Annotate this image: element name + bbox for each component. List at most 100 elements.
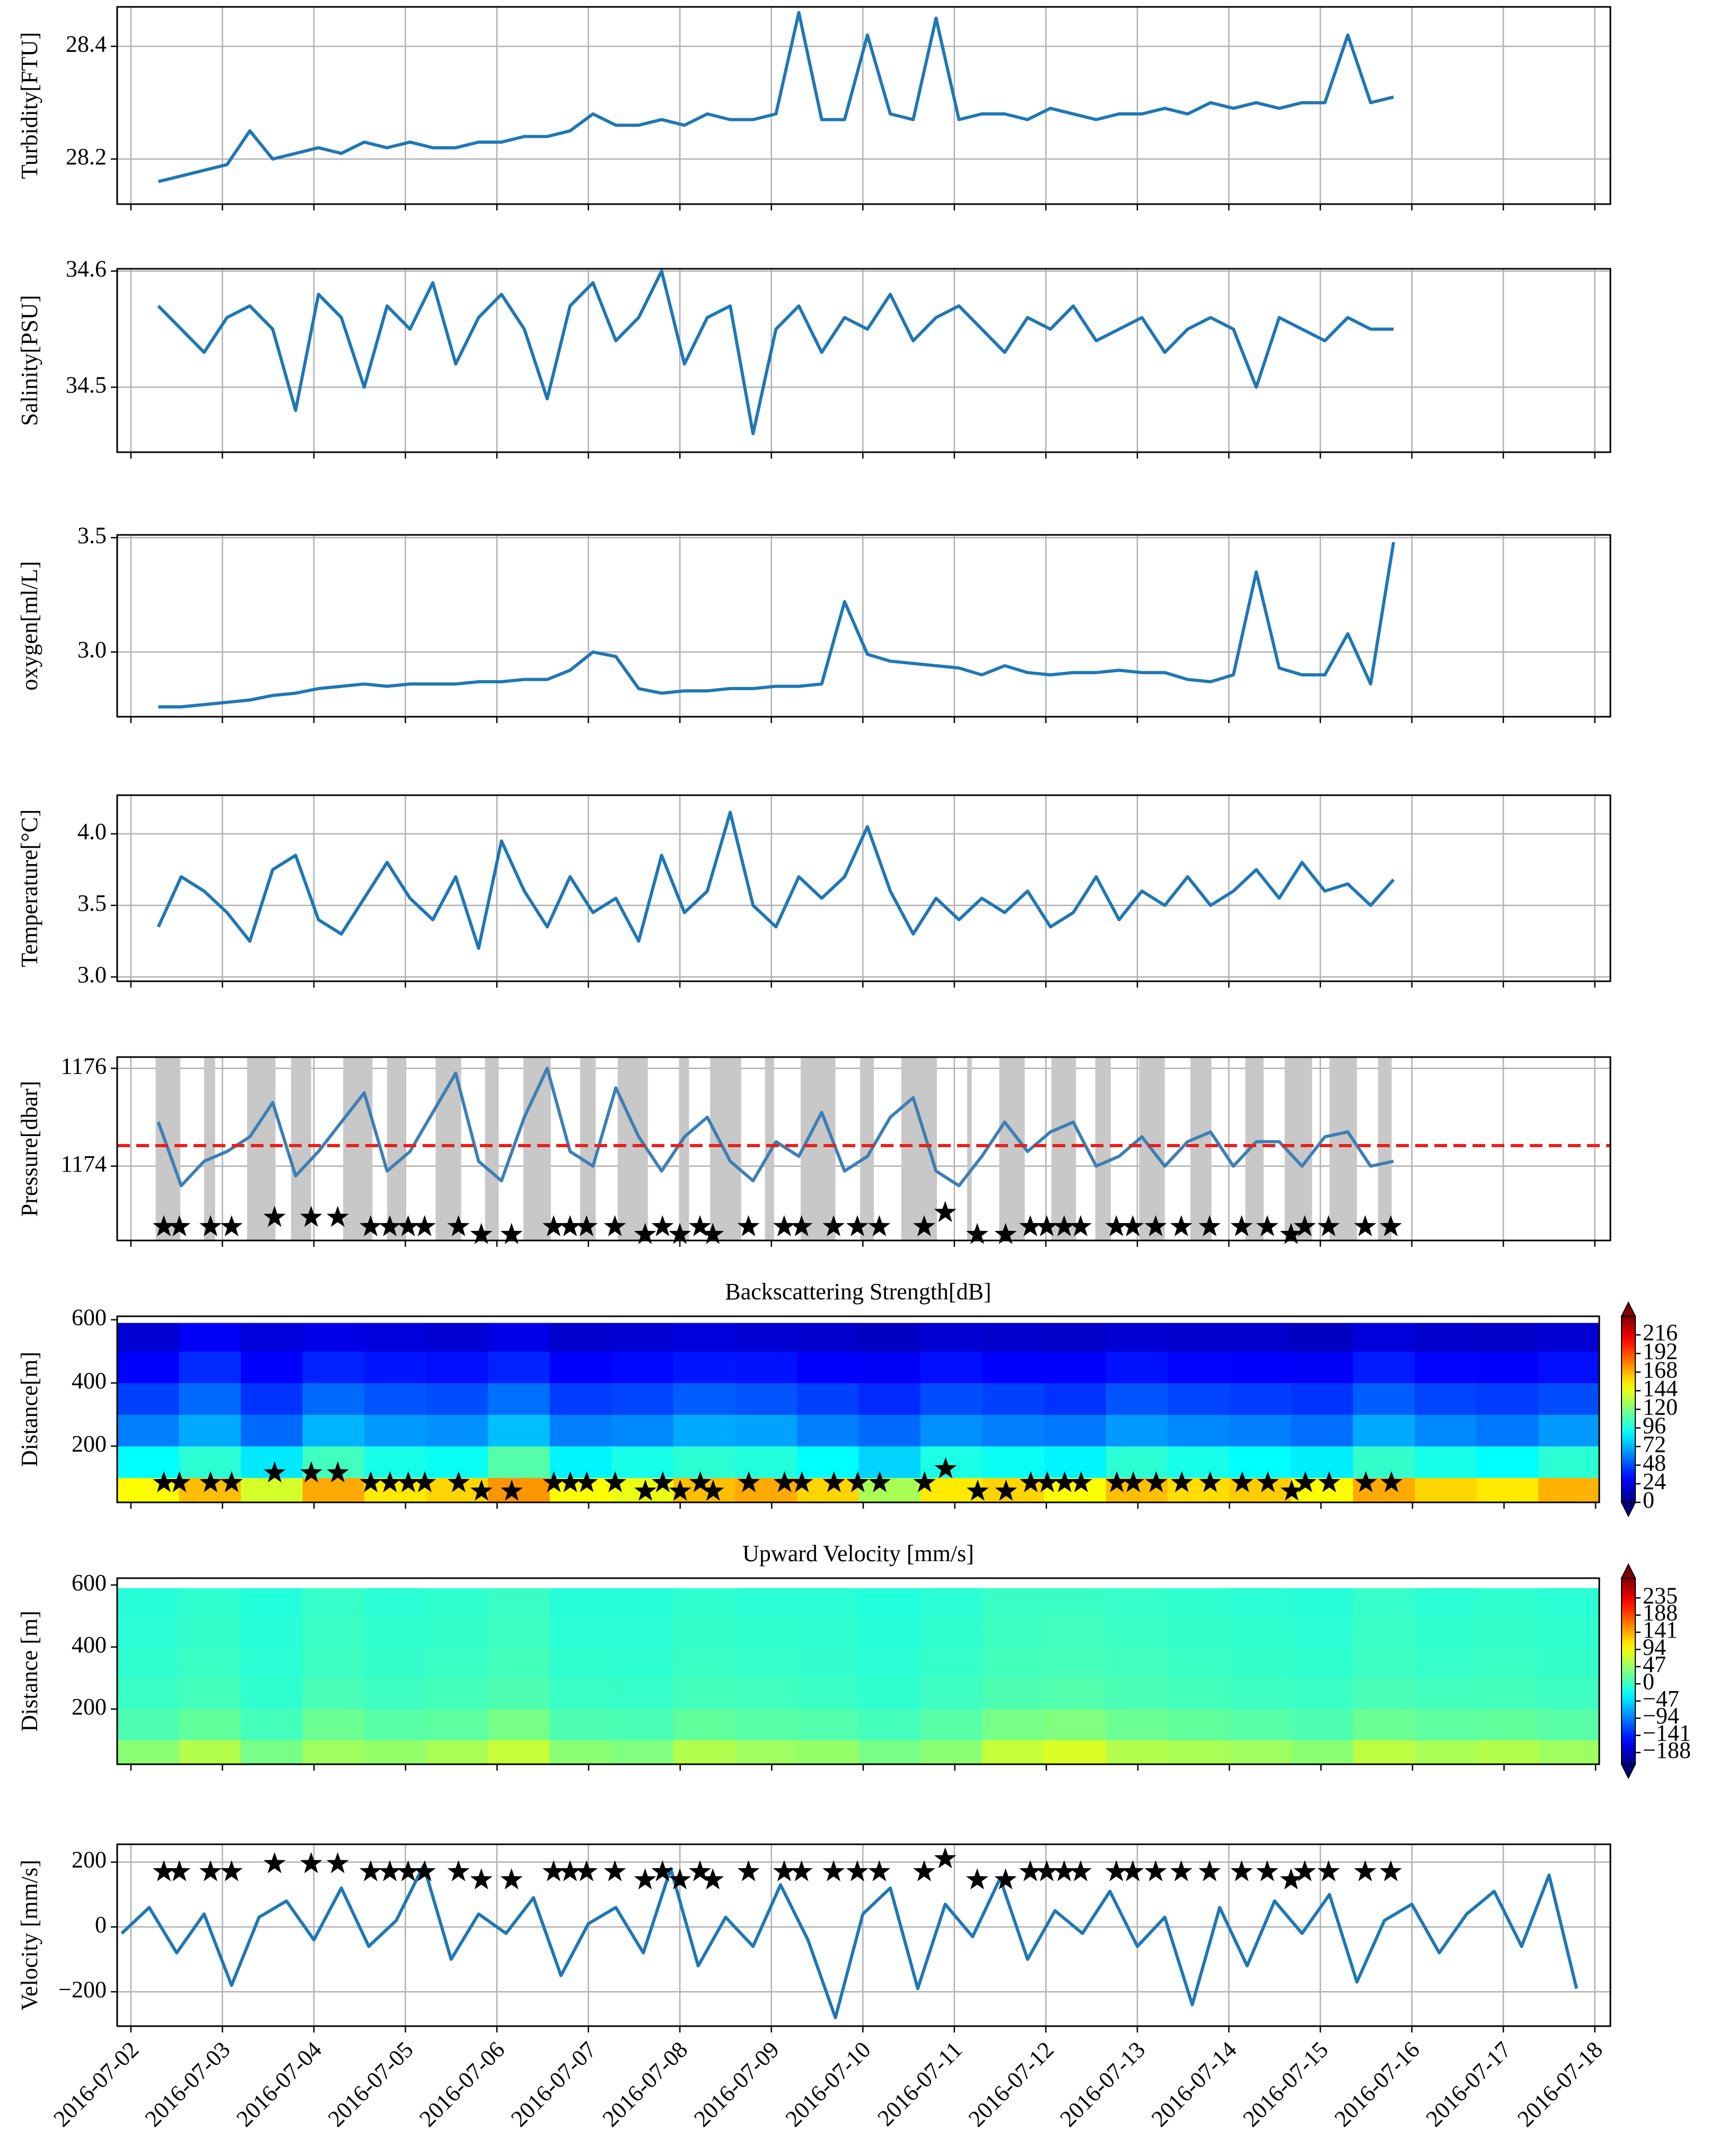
heat-cell [1415, 1383, 1477, 1415]
heat-cell [488, 1678, 550, 1710]
heat-cell [796, 1709, 859, 1740]
heat-cell [549, 1588, 612, 1616]
heat-cell [488, 1383, 550, 1415]
colorbar-tick-label: −47 [1643, 1686, 1679, 1712]
heat-cell [982, 1678, 1045, 1710]
heat-cell [1168, 1446, 1230, 1479]
heat-cell [920, 1678, 983, 1710]
shaded-span [1190, 1057, 1212, 1240]
heat-cell [735, 1351, 797, 1384]
shaded-span [710, 1057, 741, 1240]
heat-cell [426, 1351, 488, 1384]
star-marker [1279, 1222, 1302, 1244]
heat-cell [549, 1740, 612, 1764]
chart-title: Backscattering Strength[dB] [725, 1279, 991, 1305]
star-marker [559, 1860, 581, 1881]
heat-cell [549, 1446, 612, 1479]
heat-cell [1106, 1323, 1168, 1352]
star-marker [397, 1215, 419, 1236]
star-marker [634, 1480, 656, 1501]
heat-cell [1538, 1383, 1599, 1415]
heat-cell [179, 1740, 241, 1764]
star-marker [1070, 1471, 1092, 1492]
axes-frame [116, 6, 1611, 205]
star-marker [773, 1471, 796, 1492]
heat-cell [549, 1383, 612, 1415]
star-marker [868, 1215, 891, 1236]
y-axis-label: Velocity [mm/s] [16, 1860, 42, 2011]
heat-cell [1291, 1414, 1354, 1447]
heat-cell [982, 1588, 1045, 1616]
star-marker [669, 1222, 691, 1244]
colorbar-extend-top [1620, 1301, 1636, 1317]
star-marker [1199, 1471, 1222, 1492]
heat-cell [117, 1588, 180, 1616]
x-tick-label: 2016-07-03 [140, 2037, 235, 2132]
x-tick-label: 2016-07-07 [506, 2037, 601, 2132]
heat-cell [673, 1616, 735, 1648]
heat-cell [1291, 1740, 1354, 1764]
star-marker [634, 1868, 656, 1890]
star-marker [500, 1868, 523, 1890]
heat-cell [117, 1678, 180, 1710]
star-marker [966, 1222, 988, 1244]
heat-cell [179, 1709, 241, 1740]
axes-frame [116, 1577, 1600, 1765]
colorbar-tick-label: 47 [1643, 1651, 1666, 1677]
star-marker [994, 1868, 1017, 1890]
data-line [158, 542, 1396, 709]
heat-cell [1229, 1351, 1292, 1384]
star-marker [603, 1215, 626, 1236]
star-marker [1230, 1860, 1253, 1881]
y-tick-label: 200 [72, 1847, 107, 1873]
star-marker [1105, 1860, 1128, 1881]
heat-cell [1044, 1414, 1106, 1447]
heat-cell [858, 1647, 921, 1678]
star-marker [737, 1215, 760, 1236]
star-marker [1281, 1480, 1303, 1501]
star-marker [379, 1215, 401, 1236]
heat-cell [611, 1616, 674, 1648]
heat-cell [1538, 1740, 1599, 1764]
heat-cell [673, 1323, 735, 1352]
star-marker [413, 1860, 436, 1881]
x-tick-label: 2016-07-05 [323, 2037, 418, 2132]
heat-cell [1044, 1709, 1106, 1740]
heat-cell [1168, 1351, 1230, 1384]
heat-cell [1168, 1323, 1230, 1352]
heat-cell [1106, 1740, 1168, 1764]
star-marker [447, 1215, 470, 1236]
star-marker [1230, 1215, 1253, 1236]
heat-cell [364, 1740, 427, 1764]
y-tick-label: 400 [72, 1368, 107, 1394]
star-marker [542, 1471, 565, 1492]
data-line [157, 11, 1394, 183]
star-marker [470, 1868, 493, 1890]
heat-cell [117, 1446, 180, 1479]
star-marker [397, 1860, 419, 1881]
heat-cell [364, 1588, 427, 1616]
heat-cell [735, 1647, 797, 1678]
x-tick-label: 2016-07-10 [781, 2037, 876, 2132]
star-marker [199, 1215, 222, 1236]
star-marker [1106, 1471, 1128, 1492]
heat-cell [858, 1383, 921, 1415]
heat-cell [796, 1383, 859, 1415]
star-marker [846, 1471, 869, 1492]
star-marker [542, 1215, 565, 1236]
star-marker [1198, 1215, 1221, 1236]
shaded-span [800, 1057, 836, 1240]
heat-cell [673, 1647, 735, 1678]
heat-cell [1353, 1740, 1415, 1764]
x-tick-label: 2016-07-18 [1512, 2037, 1608, 2132]
heat-cell [364, 1351, 427, 1384]
x-tick-label: 2016-07-15 [1238, 2037, 1333, 2132]
shaded-span [901, 1057, 937, 1240]
heat-cell [1476, 1588, 1539, 1616]
star-marker [1380, 1860, 1402, 1881]
heat-cell [364, 1383, 427, 1415]
star-marker [379, 1860, 401, 1881]
colorbar-tick-label: 216 [1643, 1319, 1678, 1345]
star-marker [1144, 1860, 1167, 1881]
